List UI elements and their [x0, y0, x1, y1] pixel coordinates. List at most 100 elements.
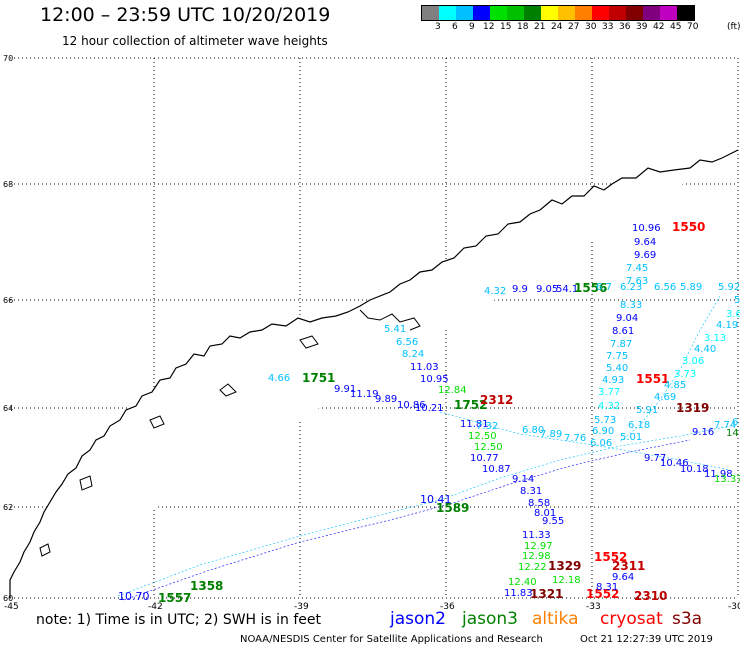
- wave-height-value: 8.01: [534, 508, 556, 519]
- lat-label: 64: [3, 404, 13, 413]
- wave-height-value: 13.37: [714, 474, 740, 485]
- satellite-s3a: s3a: [672, 609, 703, 629]
- legend-swatch: [643, 6, 660, 20]
- legend-label: 9: [469, 22, 475, 32]
- legend-swatch: [507, 6, 524, 20]
- wave-height-value: 10.87: [482, 464, 511, 475]
- legend-swatch: [456, 6, 473, 20]
- legend-swatch: [439, 6, 456, 20]
- wave-height-value: 10.96: [632, 223, 661, 234]
- track-time-label: 1552: [586, 587, 619, 601]
- page-subtitle: 12 hour collection of altimeter wave hei…: [62, 34, 328, 48]
- wave-height-value: 3.13: [704, 333, 726, 344]
- altimeter-tracks: [117, 295, 731, 601]
- wave-height-value: 12.97: [524, 541, 553, 552]
- track-time-label: 1329: [548, 559, 581, 573]
- greenland-coastline: [9, 149, 739, 598]
- legend-label: 24: [551, 22, 563, 32]
- footnote: note: 1) Time is in UTC; 2) SWH is in fe…: [36, 612, 322, 628]
- legend-swatch: [558, 6, 575, 20]
- wave-height-value: 9.55: [542, 516, 564, 527]
- track-time-label: 2310: [634, 589, 667, 603]
- wave-height-value: 5.01: [620, 432, 642, 443]
- wave-height-value: 3.6: [726, 309, 740, 320]
- wave-height-value: 7.74: [714, 420, 736, 431]
- wave-height-value: 8.33: [620, 300, 642, 311]
- legend-label: 6: [452, 22, 458, 32]
- wave-height-value: 10.46: [660, 458, 689, 469]
- wave-height-value: 12.50: [474, 442, 503, 453]
- wave-height-value: 4.66: [268, 373, 290, 384]
- wave-height-value: 7.32: [476, 421, 498, 432]
- legend-label: 70: [687, 22, 699, 32]
- wave-height-value: 7.75: [606, 351, 628, 362]
- track-time-label: 1552: [594, 550, 627, 564]
- legend-swatches: [421, 5, 695, 21]
- wave-height-value: 8.31: [596, 582, 618, 593]
- wave-height-value: 4.69: [654, 392, 676, 403]
- track-time-label: 1556: [574, 281, 607, 295]
- lon-label: -30: [728, 602, 740, 612]
- legend-label: 30: [585, 22, 597, 32]
- wave-height-value: 14: [726, 428, 739, 439]
- wave-height-value: 10.18: [680, 464, 709, 475]
- wave-height-value: 9.16: [692, 427, 714, 438]
- legend-unit: (ft): [727, 22, 740, 32]
- wave-height-value: 6.80: [522, 425, 544, 436]
- wave-height-value: 11.81: [460, 419, 489, 430]
- wave-height-value: 11.19: [350, 389, 379, 400]
- legend-swatch: [592, 6, 609, 20]
- lat-label: 66: [3, 296, 13, 305]
- legend-label: 39: [636, 22, 648, 32]
- legend-label: 42: [653, 22, 665, 32]
- wave-height-value: 6.56: [654, 282, 676, 293]
- wave-height-value: 7.87: [610, 339, 632, 350]
- lon-label: -42: [148, 602, 163, 612]
- track-time-label: 1589: [436, 501, 469, 515]
- wave-height-value: 11.98: [704, 469, 733, 480]
- legend-labels: 3 6 9 12 15 18 21 24 27 30 33 36 39 42 45 70: [421, 22, 740, 36]
- track-time-label: 1751: [302, 371, 335, 385]
- wave-height-value: 3.06: [682, 356, 704, 367]
- wave-height-value: 6: [732, 417, 738, 428]
- legend-label: 18: [517, 22, 529, 32]
- legend-swatch: [422, 6, 439, 20]
- wave-height-value: 9.64: [634, 237, 656, 248]
- wave-height-value: 7.45: [626, 263, 648, 274]
- wave-height-value: 7.76: [564, 433, 586, 444]
- wave-height-value: 10.77: [470, 453, 499, 464]
- legend-label: 15: [500, 22, 512, 32]
- lon-label: -36: [440, 602, 455, 612]
- wave-height-value: 8.58: [528, 498, 550, 509]
- legend-label: 27: [568, 22, 580, 32]
- legend-swatch: [490, 6, 507, 20]
- coastal-islands: [39, 309, 421, 557]
- legend-swatch: [677, 6, 694, 20]
- wave-height-value: 5.73: [594, 415, 616, 426]
- legend-swatch: [609, 6, 626, 20]
- wave-height-value: 54.1: [556, 284, 578, 295]
- wave-height-value: 7.89: [540, 429, 562, 440]
- satellite-altika: altika: [532, 609, 579, 629]
- lon-label: -39: [294, 602, 309, 612]
- wave-height-value: 10.41: [420, 493, 452, 506]
- wave-height-value: 3.73: [674, 369, 696, 380]
- wave-height-value: 6.18: [628, 420, 650, 431]
- wave-height-value: 10.70: [118, 590, 150, 603]
- wave-height-value: 9.05: [536, 284, 558, 295]
- lat-label: 60: [3, 594, 13, 603]
- wave-height-value: 12.18: [552, 575, 581, 586]
- satellite-jason2: jason2: [390, 609, 446, 629]
- lon-label: -33: [586, 602, 601, 612]
- track-time-label: 2311: [612, 559, 645, 573]
- wave-height-value: 12.84: [438, 385, 467, 396]
- track-time-label: 1550: [672, 220, 705, 234]
- track-time-label: 2312: [480, 393, 513, 407]
- track-time-label: 1319: [676, 401, 709, 415]
- wave-height-value: 5.89: [680, 282, 702, 293]
- wave-height-value: 9.14: [512, 474, 534, 485]
- wave-height-value: 9.9: [512, 284, 528, 295]
- legend-label: 33: [602, 22, 614, 32]
- wave-height-value: 4.19: [716, 320, 738, 331]
- track-time-label: 1551: [636, 372, 669, 386]
